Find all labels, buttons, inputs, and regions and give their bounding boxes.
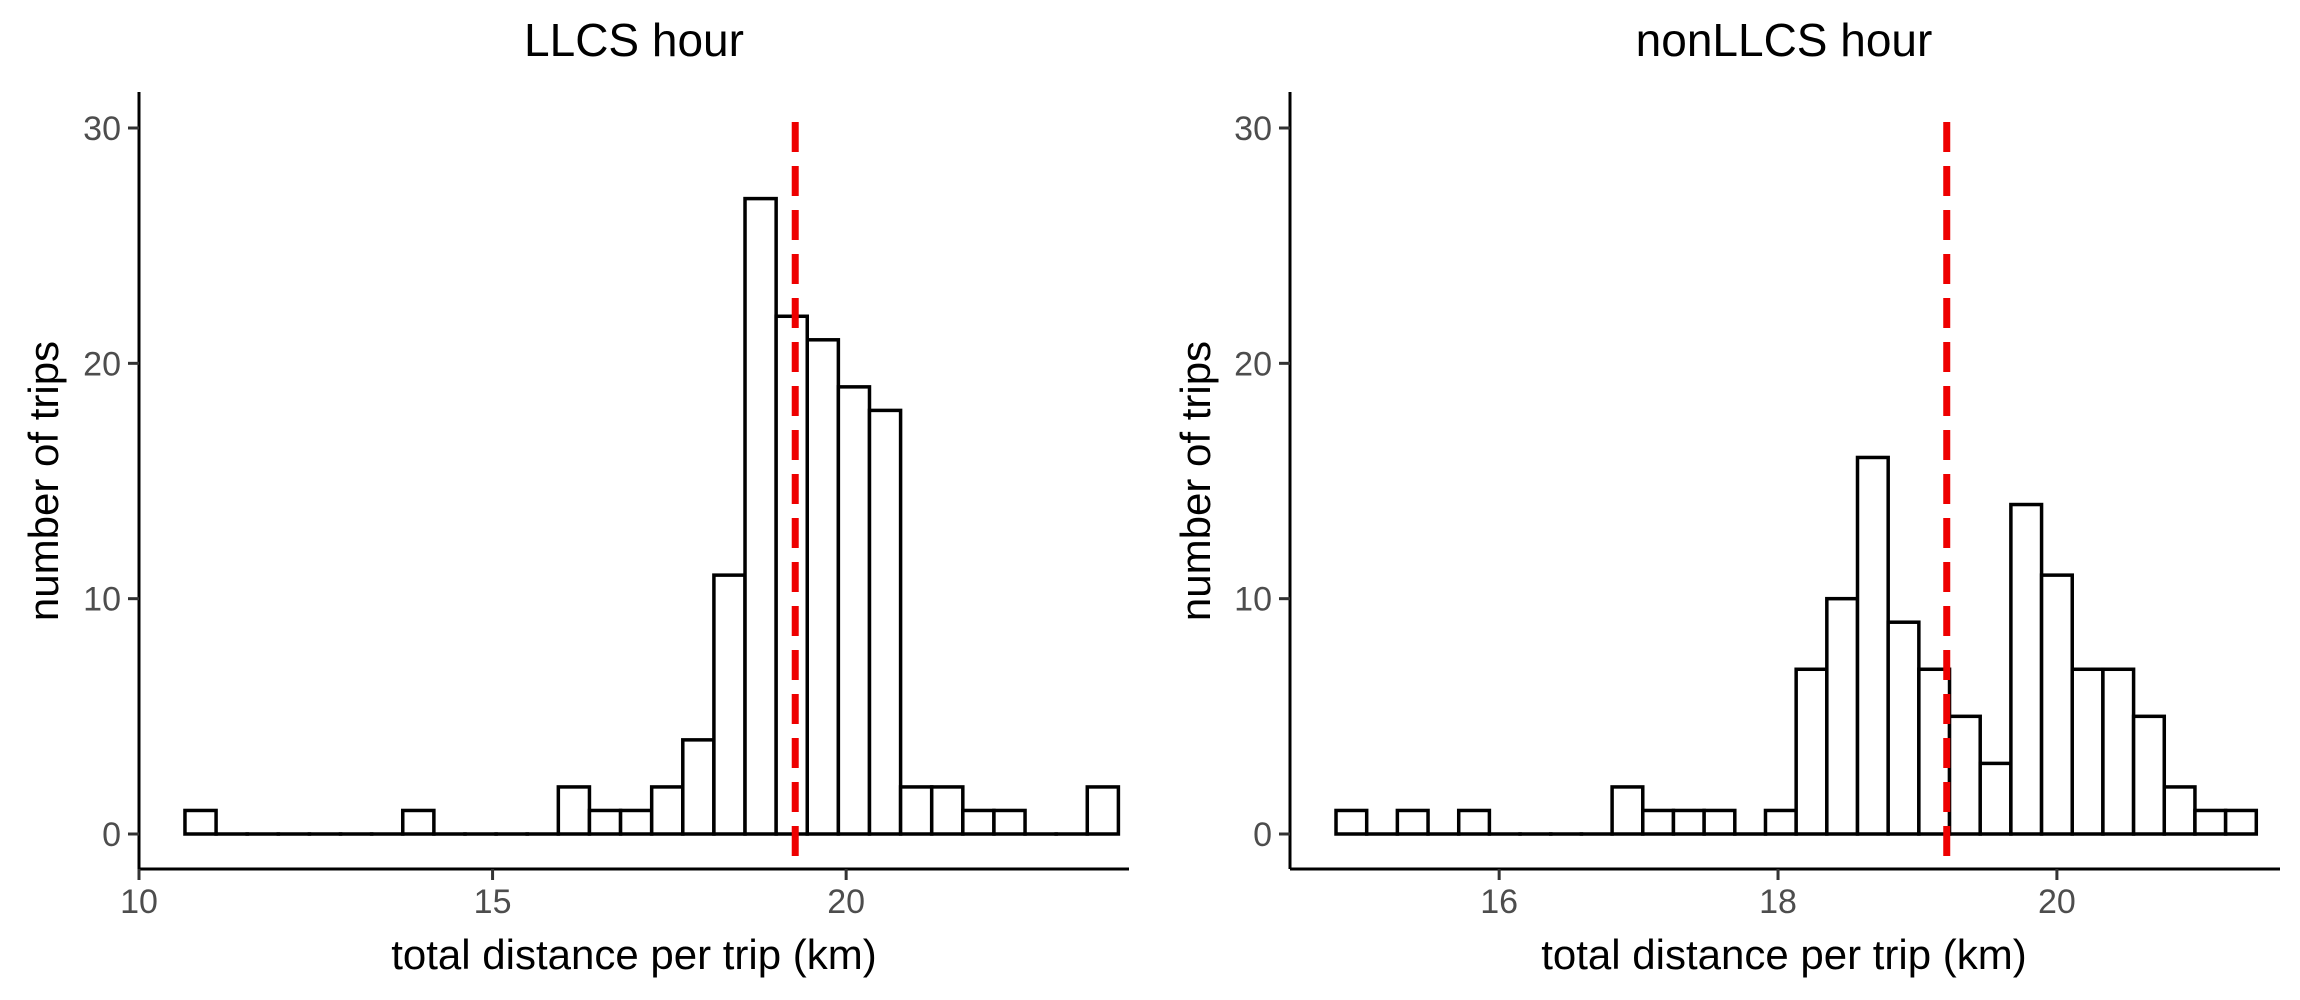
y-tick-label: 20 xyxy=(1234,345,1272,383)
x-axis-title: total distance per trip (km) xyxy=(1541,931,2027,978)
x-tick-label: 10 xyxy=(120,883,158,921)
histogram-bar xyxy=(681,738,716,836)
histogram-bar xyxy=(1334,808,1369,836)
y-tick-label: 30 xyxy=(1234,110,1272,148)
histogram-bars xyxy=(1334,455,2259,836)
histogram-bar xyxy=(712,573,747,836)
y-axis-title: number of trips xyxy=(20,341,67,621)
histogram-bar xyxy=(1855,455,1890,836)
histogram-bar xyxy=(183,808,218,836)
x-tick-label: 20 xyxy=(2038,883,2076,921)
histogram-bar xyxy=(898,785,934,836)
histogram-bar xyxy=(401,808,436,836)
x-axis-title: total distance per trip (km) xyxy=(391,931,877,978)
y-ticks: 0 10 20 30 xyxy=(1234,110,1290,854)
histogram-bar xyxy=(992,808,1027,836)
panel-title: nonLLCS hour xyxy=(1636,14,1933,66)
panel-title: LLCS hour xyxy=(524,14,744,66)
histogram-bar xyxy=(1794,667,1829,836)
histogram-bar xyxy=(2009,502,2044,836)
y-tick-label: 30 xyxy=(83,110,121,148)
histogram-bar xyxy=(774,314,810,836)
histogram-bar xyxy=(961,808,996,836)
histogram-bar xyxy=(1947,714,1982,836)
y-tick-label: 0 xyxy=(1253,816,1272,854)
x-tick-label: 16 xyxy=(1480,883,1518,921)
histogram-bar xyxy=(1825,596,1860,836)
x-tick-label: 18 xyxy=(1759,883,1797,921)
histogram-bars xyxy=(183,196,1121,836)
histogram-panel-nonllcs: nonLLCS hour number of trips total dista… xyxy=(1172,14,2280,978)
x-ticks: 16 18 20 xyxy=(1480,869,2076,921)
histogram-bar xyxy=(836,385,872,836)
histogram-bar xyxy=(1395,808,1430,836)
histogram-bar xyxy=(2162,785,2197,836)
histogram-bar xyxy=(805,338,841,836)
histogram-bar xyxy=(2131,714,2167,836)
histogram-bar xyxy=(1702,808,1737,836)
histogram-bar xyxy=(929,785,965,836)
histogram-bar xyxy=(1085,785,1121,836)
histogram-bar xyxy=(2070,667,2105,836)
histogram-bar xyxy=(2039,573,2074,836)
histogram-bar xyxy=(1641,808,1676,836)
histogram-bar xyxy=(2101,667,2136,836)
histogram-bar xyxy=(556,785,592,836)
y-tick-label: 20 xyxy=(83,345,121,383)
histogram-bar xyxy=(1763,808,1798,836)
histogram-bar xyxy=(1456,808,1492,836)
y-tick-label: 10 xyxy=(83,581,121,619)
histogram-bar xyxy=(1671,808,1706,836)
y-tick-label: 0 xyxy=(102,816,121,854)
y-tick-label: 10 xyxy=(1234,581,1272,619)
histogram-bar xyxy=(743,196,778,836)
histogram-bar xyxy=(618,808,654,836)
histogram-bar xyxy=(2223,808,2259,836)
x-tick-label: 15 xyxy=(474,883,512,921)
histogram-panel-llcs: LLCS hour number of trips total distance… xyxy=(20,14,1129,978)
histogram-bar xyxy=(649,785,685,836)
histogram-bar xyxy=(1978,761,2013,836)
histogram-bar xyxy=(2193,808,2228,836)
x-tick-label: 20 xyxy=(827,883,865,921)
x-ticks: 10 15 20 xyxy=(120,869,865,921)
histogram-bar xyxy=(867,408,903,836)
y-ticks: 0 10 20 30 xyxy=(83,110,139,854)
y-axis-title: number of trips xyxy=(1172,341,1219,621)
histogram-bar xyxy=(1886,620,1921,836)
histogram-bar xyxy=(1610,785,1645,836)
histogram-bar xyxy=(587,808,623,836)
